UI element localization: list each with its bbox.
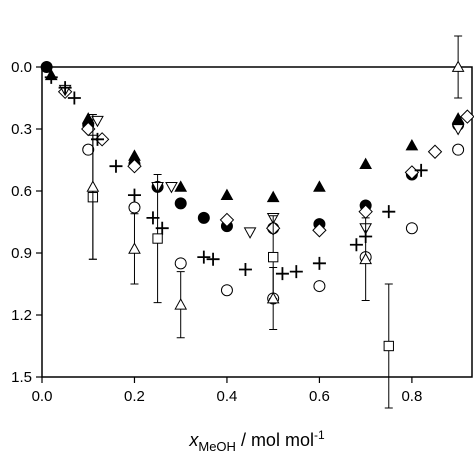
point xyxy=(275,267,289,281)
point xyxy=(359,157,373,170)
point xyxy=(174,298,188,310)
point xyxy=(44,70,58,84)
point xyxy=(197,250,211,264)
point xyxy=(266,190,280,203)
y-tick-label: 0.0 xyxy=(11,59,32,76)
point xyxy=(127,188,141,202)
point xyxy=(128,201,141,214)
point xyxy=(40,61,53,73)
point xyxy=(266,291,280,304)
point xyxy=(174,257,187,270)
point xyxy=(238,263,252,277)
plot-frame xyxy=(41,66,473,378)
point xyxy=(165,181,178,194)
y-tick-label: 0.6 xyxy=(11,183,32,200)
x-tick-label: 0.4 xyxy=(217,388,238,405)
point xyxy=(220,284,233,297)
point xyxy=(382,205,396,219)
point xyxy=(206,252,220,266)
x-label-rest: / mol mol xyxy=(236,430,314,450)
point xyxy=(67,91,81,105)
y-tick-label: 0.3 xyxy=(11,121,32,138)
point xyxy=(451,112,465,124)
point xyxy=(58,81,72,95)
point xyxy=(243,227,257,239)
point xyxy=(452,143,465,156)
point xyxy=(349,238,363,252)
point xyxy=(128,149,141,161)
point xyxy=(197,211,210,224)
point xyxy=(451,60,465,72)
y-tick-label: 0.9 xyxy=(11,245,32,262)
point xyxy=(289,265,303,279)
point xyxy=(174,197,187,210)
point xyxy=(152,233,163,244)
x-tick-label: 0.0 xyxy=(32,388,53,405)
point xyxy=(127,158,142,174)
y-tick-label: 1.5 xyxy=(11,369,32,386)
point xyxy=(383,340,394,352)
x-tick-label: 0.8 xyxy=(401,388,422,405)
point xyxy=(268,251,279,263)
point xyxy=(414,163,428,177)
x-tick-label: 0.6 xyxy=(309,388,330,405)
x-label-sub: MeOH xyxy=(198,439,236,454)
point xyxy=(91,115,104,128)
point xyxy=(174,180,188,192)
y-tick-label: 1.2 xyxy=(11,307,32,324)
point xyxy=(460,109,474,124)
point xyxy=(82,143,95,156)
point xyxy=(405,222,418,235)
point xyxy=(313,280,326,293)
point xyxy=(313,180,326,192)
point xyxy=(312,223,327,238)
x-tick-label: 0.2 xyxy=(124,388,145,405)
point xyxy=(86,180,100,192)
point xyxy=(359,252,373,265)
point xyxy=(427,144,443,159)
point xyxy=(405,139,419,151)
x-label-main: x xyxy=(188,430,199,450)
point xyxy=(128,242,141,254)
point xyxy=(312,256,326,270)
x-axis-label: xMeOH / mol mol-1 xyxy=(188,428,325,454)
point xyxy=(109,159,123,173)
point xyxy=(451,124,465,136)
point xyxy=(220,188,234,201)
x-label-sup: -1 xyxy=(314,428,325,442)
point xyxy=(219,212,235,228)
